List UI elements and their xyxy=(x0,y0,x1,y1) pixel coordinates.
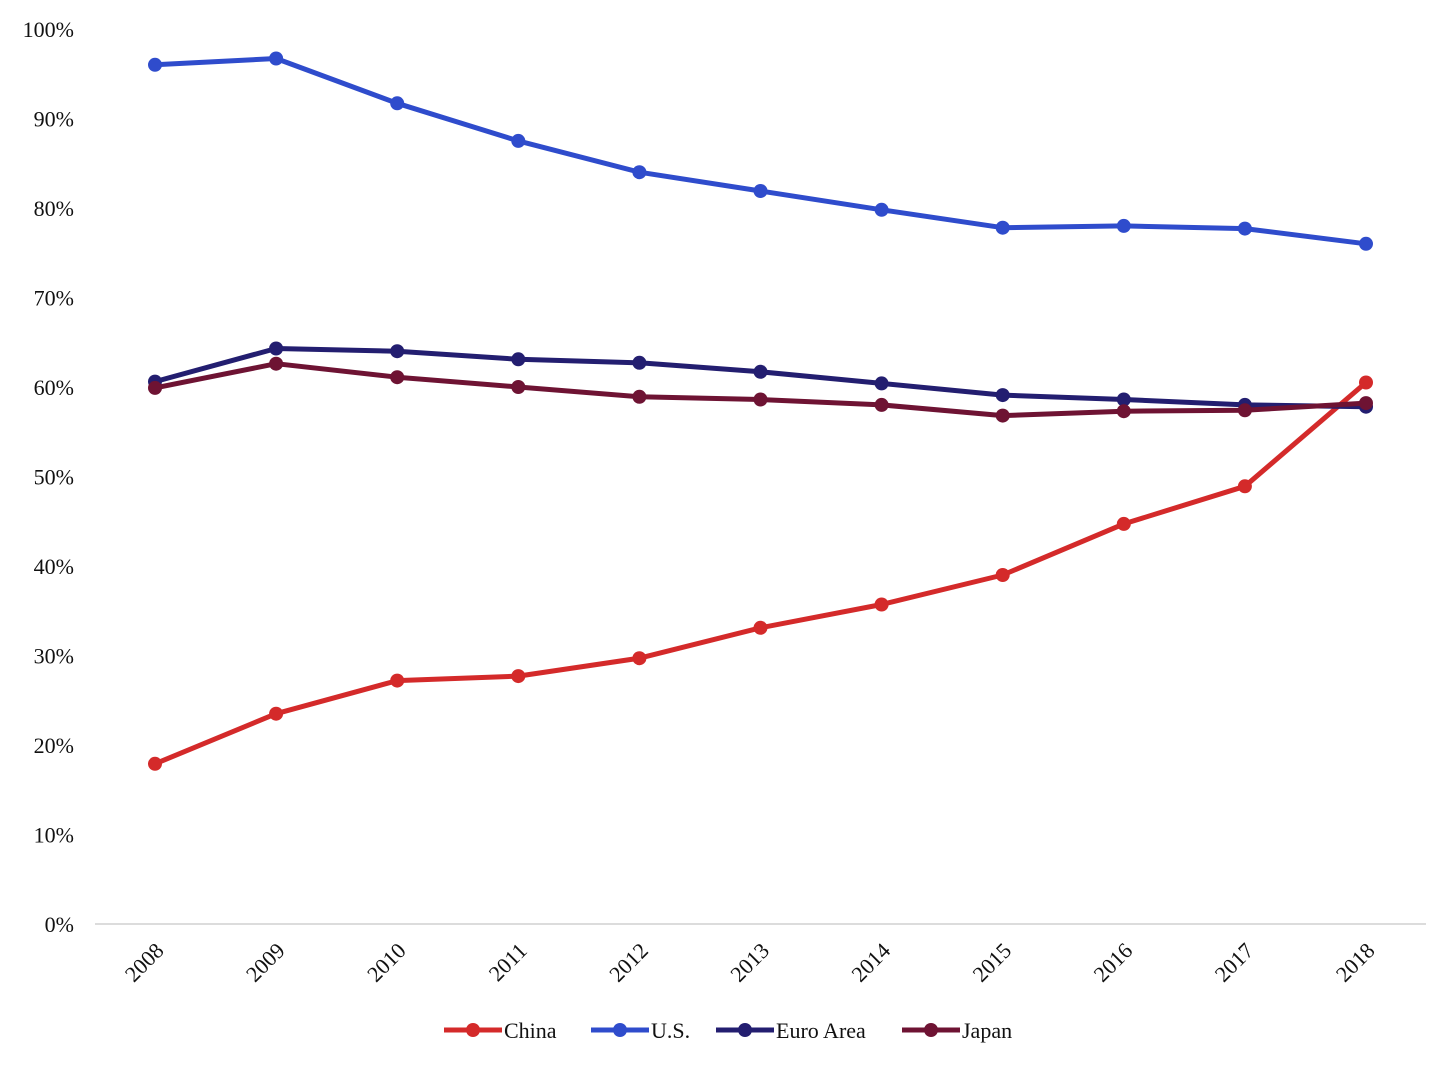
legend-marker-china xyxy=(466,1023,480,1037)
y-axis-ticks: 0% 10% 20% 30% 40% 50% 60% 70% 80% 90% 100% xyxy=(23,17,74,937)
legend-label-china: China xyxy=(504,1018,557,1043)
legend-marker-euro-area xyxy=(738,1023,752,1037)
data-point-china xyxy=(1116,516,1131,531)
legend-label-u-s: U.S. xyxy=(651,1018,690,1043)
data-point-japan xyxy=(269,356,284,371)
x-axis-ticks: 2008 2009 2010 2011 2012 2013 2014 2015 2016 2017… xyxy=(120,938,1380,987)
data-point-u-s xyxy=(1359,236,1373,251)
y-tick-label: 60% xyxy=(34,375,74,400)
y-tick-label: 40% xyxy=(34,554,74,579)
data-point-japan xyxy=(1359,396,1373,411)
y-tick-label: 20% xyxy=(34,733,74,758)
x-tick-label: 2011 xyxy=(484,938,532,986)
data-point-china xyxy=(1237,479,1252,494)
data-point-u-s xyxy=(874,202,889,217)
x-tick-label: 2016 xyxy=(1089,938,1138,987)
x-tick-label: 2010 xyxy=(362,938,411,987)
data-point-china xyxy=(269,706,284,721)
data-point-euro-area xyxy=(632,355,647,370)
legend-label-euro-area: Euro Area xyxy=(776,1018,866,1043)
data-point-japan xyxy=(1116,404,1131,419)
data-point-u-s xyxy=(1237,221,1252,236)
x-tick-label: 2009 xyxy=(241,938,290,987)
y-tick-label: 10% xyxy=(34,823,74,848)
series-line-u-s xyxy=(152,56,1369,247)
data-point-u-s xyxy=(390,96,405,111)
data-point-u-s xyxy=(269,51,284,66)
x-tick-label: 2014 xyxy=(846,938,895,987)
data-point-china xyxy=(753,620,768,635)
data-point-u-s xyxy=(753,184,768,198)
x-tick-label: 2012 xyxy=(604,938,653,987)
x-tick-label: 2017 xyxy=(1210,938,1259,987)
data-point-china xyxy=(1359,375,1373,390)
data-point-japan xyxy=(874,397,889,412)
x-tick-label: 2018 xyxy=(1331,938,1380,987)
y-tick-label: 50% xyxy=(34,465,74,490)
y-tick-label: 70% xyxy=(34,286,74,311)
data-point-u-s xyxy=(1116,218,1131,233)
data-point-japan xyxy=(632,389,647,404)
data-point-u-s xyxy=(995,220,1010,235)
y-tick-label: 90% xyxy=(34,107,74,132)
data-point-japan xyxy=(1237,403,1252,418)
data-point-japan xyxy=(148,380,162,395)
data-point-euro-area xyxy=(995,388,1010,403)
data-point-euro-area xyxy=(390,344,405,359)
data-point-u-s xyxy=(511,133,526,148)
series-line-china xyxy=(152,380,1369,767)
data-point-euro-area xyxy=(1116,392,1131,407)
data-point-china xyxy=(874,597,889,612)
legend: China U.S. Euro Area Japan xyxy=(444,1018,1012,1043)
data-point-china xyxy=(632,651,647,666)
data-point-euro-area xyxy=(874,376,889,391)
data-point-u-s xyxy=(148,57,162,72)
y-tick-label: 30% xyxy=(34,644,74,669)
data-point-japan xyxy=(753,392,768,407)
y-tick-label: 100% xyxy=(23,17,74,42)
x-tick-label: 2015 xyxy=(967,938,1016,987)
data-point-u-s xyxy=(632,165,647,180)
x-tick-label: 2013 xyxy=(725,938,774,987)
data-point-china xyxy=(390,673,405,688)
data-point-japan xyxy=(511,380,526,394)
x-tick-label: 2008 xyxy=(120,938,169,987)
y-tick-label: 0% xyxy=(45,912,74,937)
legend-label-japan: Japan xyxy=(962,1018,1012,1043)
data-point-china xyxy=(995,568,1010,582)
legend-marker-u-s xyxy=(613,1023,627,1037)
data-point-japan xyxy=(390,370,405,385)
legend-marker-japan xyxy=(924,1023,938,1037)
data-point-china xyxy=(511,669,526,684)
data-point-euro-area xyxy=(269,341,284,356)
data-point-japan xyxy=(995,408,1010,423)
y-tick-label: 80% xyxy=(34,196,74,221)
series-group xyxy=(148,51,1373,771)
data-point-china xyxy=(148,756,162,771)
data-point-euro-area xyxy=(511,352,526,367)
data-point-euro-area xyxy=(753,364,768,379)
